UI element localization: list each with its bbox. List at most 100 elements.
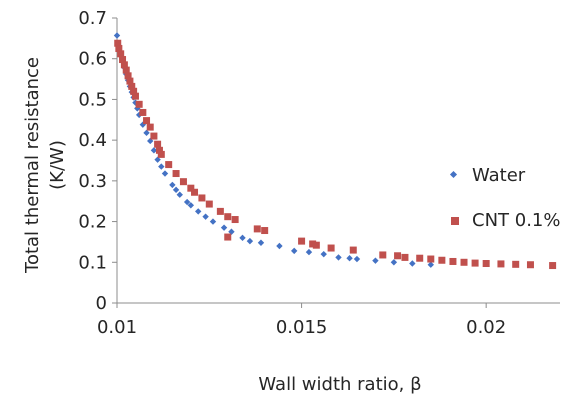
water-point bbox=[220, 224, 228, 231]
cnt-point bbox=[460, 258, 468, 266]
legend: Water CNT 0.1% bbox=[449, 165, 560, 231]
cnt-point bbox=[253, 225, 261, 233]
data-points bbox=[113, 32, 557, 270]
cnt-point bbox=[119, 56, 127, 64]
legend-label-water: Water bbox=[472, 165, 526, 186]
x-tick-label: 0.01 bbox=[97, 317, 137, 338]
cnt-point bbox=[497, 260, 505, 268]
cnt-point bbox=[115, 45, 123, 53]
cnt-point bbox=[120, 61, 128, 69]
cnt-point bbox=[416, 254, 424, 262]
water-point bbox=[346, 255, 353, 262]
water-point bbox=[161, 170, 169, 177]
water-point bbox=[335, 254, 342, 261]
cnt-point bbox=[205, 200, 213, 208]
cnt-point bbox=[157, 150, 165, 158]
legend-item-cnt: CNT 0.1% bbox=[451, 210, 560, 231]
cnt-point bbox=[231, 216, 239, 224]
cnt-point bbox=[298, 237, 306, 245]
cnt-point bbox=[179, 178, 187, 186]
water-point bbox=[134, 105, 141, 112]
cnt-point bbox=[379, 251, 387, 259]
cnt-point bbox=[146, 123, 154, 131]
cnt-point bbox=[549, 262, 557, 270]
cnt-point bbox=[130, 87, 138, 95]
series-water bbox=[113, 32, 434, 268]
y-tick-label: 0.3 bbox=[78, 171, 107, 192]
cnt-point bbox=[124, 72, 132, 80]
y-axis-title-line-2: (K/W) bbox=[47, 140, 68, 190]
cnt-point bbox=[526, 261, 534, 269]
x-ticks: 0.01 0.015 0.02 bbox=[97, 303, 506, 338]
water-point bbox=[113, 32, 121, 39]
water-point bbox=[209, 218, 217, 225]
cnt-point bbox=[128, 82, 136, 90]
water-point bbox=[202, 213, 209, 220]
y-tick-label: 0.1 bbox=[78, 252, 107, 273]
legend-marker-cnt bbox=[451, 217, 459, 225]
cnt-point bbox=[114, 39, 122, 47]
cnt-point bbox=[312, 241, 320, 249]
cnt-point bbox=[449, 257, 457, 265]
cnt-point bbox=[131, 92, 139, 100]
cnt-point bbox=[191, 188, 199, 196]
water-point bbox=[353, 255, 361, 263]
cnt-point bbox=[122, 66, 130, 74]
series-cnt bbox=[114, 39, 557, 270]
x-axis-title: Wall width ratio, β bbox=[258, 374, 421, 395]
x-tick-label: 0.015 bbox=[276, 317, 328, 338]
cnt-point bbox=[187, 184, 195, 192]
y-tick-label: 0.4 bbox=[78, 130, 107, 151]
water-point bbox=[176, 191, 183, 198]
cnt-point bbox=[438, 256, 446, 264]
water-point bbox=[183, 198, 191, 206]
cnt-point bbox=[126, 77, 134, 85]
cnt-point bbox=[172, 170, 180, 178]
y-tick-label: 0 bbox=[96, 293, 107, 314]
legend-marker-water bbox=[449, 170, 458, 179]
legend-label-cnt: CNT 0.1% bbox=[472, 210, 560, 231]
cnt-point bbox=[198, 194, 206, 202]
cnt-point bbox=[261, 227, 269, 235]
cnt-point bbox=[471, 259, 479, 267]
cnt-point bbox=[327, 244, 335, 252]
cnt-point bbox=[216, 207, 224, 215]
x-tick-label: 0.02 bbox=[466, 317, 506, 338]
legend-item-water: Water bbox=[449, 165, 526, 186]
cnt-point bbox=[394, 252, 402, 260]
cnt-point bbox=[224, 213, 232, 221]
y-tick-label: 0.6 bbox=[78, 49, 107, 70]
water-point bbox=[158, 163, 165, 170]
cnt-point bbox=[117, 50, 125, 58]
cnt-point bbox=[512, 260, 520, 268]
water-point bbox=[305, 248, 313, 256]
cnt-point bbox=[165, 161, 173, 169]
water-point bbox=[291, 247, 298, 255]
water-point bbox=[246, 237, 254, 245]
cnt-point bbox=[401, 253, 409, 261]
water-point bbox=[135, 111, 143, 119]
cnt-point bbox=[139, 108, 147, 116]
y-axis-title-line-1: Total thermal resistance bbox=[22, 57, 43, 274]
water-point bbox=[320, 250, 327, 258]
y-tick-label: 0.2 bbox=[78, 212, 107, 233]
water-point bbox=[169, 181, 176, 189]
cnt-point bbox=[150, 132, 158, 140]
cnt-point bbox=[155, 146, 163, 154]
cnt-point bbox=[349, 246, 357, 254]
cnt-point bbox=[154, 140, 162, 148]
cnt-point bbox=[135, 100, 143, 108]
cnt-point bbox=[309, 240, 317, 248]
water-point bbox=[187, 202, 195, 209]
water-point bbox=[372, 257, 379, 264]
water-point bbox=[228, 228, 235, 235]
water-point bbox=[239, 234, 246, 242]
water-point bbox=[390, 259, 398, 266]
water-point bbox=[172, 186, 180, 194]
water-point bbox=[276, 242, 283, 250]
water-point bbox=[150, 147, 158, 154]
water-point bbox=[195, 208, 202, 215]
water-point bbox=[143, 129, 150, 137]
